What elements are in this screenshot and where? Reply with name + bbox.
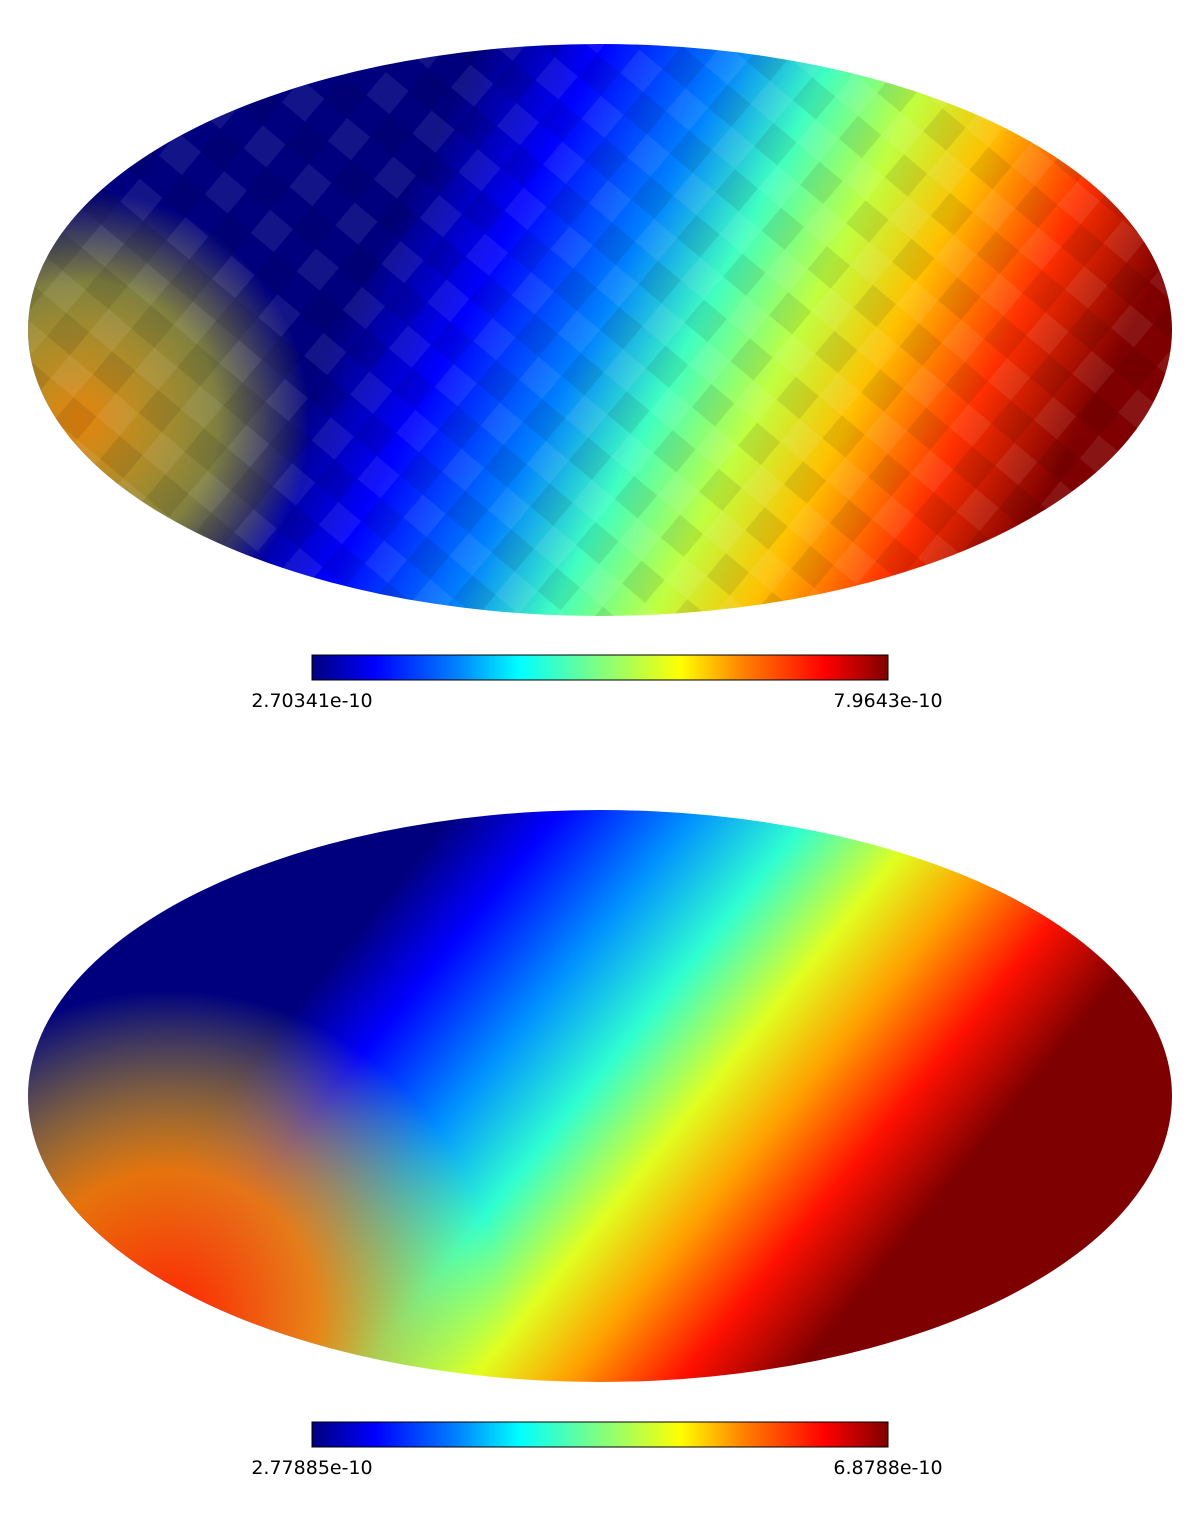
sky-map	[28, 44, 1172, 616]
colorbar	[311, 654, 889, 681]
sky-map	[28, 810, 1172, 1382]
colorbar-max: 7.9643e-10	[833, 690, 942, 712]
colorbar-max: 6.8788e-10	[833, 1457, 942, 1479]
colorbar	[311, 1421, 889, 1448]
colorbar-min: 2.70341e-10	[251, 690, 372, 712]
colorbar-min: 2.77885e-10	[251, 1457, 372, 1479]
